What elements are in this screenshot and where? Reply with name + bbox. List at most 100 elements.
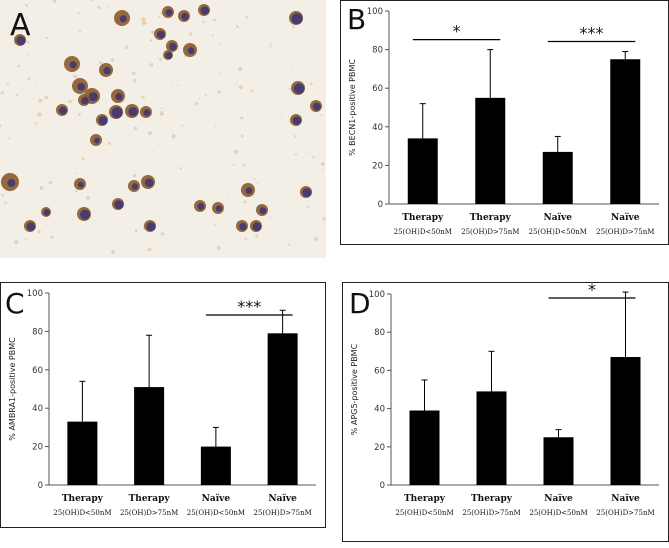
cell-nucleus [259, 207, 267, 215]
debris-particle [202, 21, 205, 24]
debris-particle [125, 45, 129, 50]
debris-particle [17, 64, 20, 68]
panel-letter-d: D [349, 287, 371, 320]
y-axis-label: % BECN1-positive PBMC [348, 59, 357, 156]
category-label: Therapy [404, 494, 446, 504]
category-label: Naïve [544, 212, 573, 223]
debris-particle [269, 44, 272, 48]
debris-particle [287, 243, 291, 246]
debris-particle [50, 235, 54, 240]
debris-particle [111, 250, 115, 255]
cell-nucleus [187, 47, 195, 55]
cell-nucleus [181, 12, 189, 21]
debris-particle [78, 30, 82, 33]
debris-particle [240, 134, 244, 138]
debris-particle [15, 93, 19, 97]
debris-particle [216, 245, 221, 250]
category-label: Naïve [611, 493, 640, 504]
debris-particle [26, 16, 28, 19]
debris-particle [1, 193, 5, 197]
debris-particle [221, 181, 223, 184]
debris-particle [147, 247, 152, 252]
debris-particle [245, 15, 249, 19]
y-tick-label: 60 [374, 366, 385, 376]
debris-particle [198, 98, 200, 100]
cell-nucleus [77, 82, 86, 91]
debris-particle [320, 161, 325, 166]
subcategory-label: 25(OH)D>75nM [596, 509, 654, 517]
category-label: Naïve [268, 493, 297, 504]
cell-nucleus [93, 137, 100, 144]
subcategory-label: 25(OH)D<50nM [395, 509, 453, 517]
bar [67, 421, 98, 485]
cell-nucleus [239, 222, 247, 231]
category-label: Therapy [402, 213, 444, 223]
debris-particle [236, 25, 239, 28]
y-tick-label: 20 [372, 161, 383, 171]
y-tick-label: 40 [374, 405, 385, 415]
cell-nucleus [144, 178, 154, 188]
cell-nucleus [77, 181, 84, 188]
debris-particle [141, 95, 145, 99]
cell-nucleus [200, 6, 210, 15]
cell-nucleus [26, 222, 36, 231]
debris-particle [269, 216, 272, 219]
debris-particle [14, 240, 19, 245]
debris-particle [250, 89, 254, 92]
cell-nucleus [81, 96, 89, 105]
debris-particle [35, 83, 38, 86]
cell-nucleus [245, 187, 253, 195]
debris-particle [43, 41, 46, 44]
cell-nucleus [215, 205, 223, 212]
debris-particle [227, 196, 230, 199]
y-tick-label: 60 [32, 366, 43, 376]
debris-particle [217, 90, 221, 94]
debris-particle [25, 3, 29, 7]
debris-particle [91, 0, 94, 2]
panel-b-chart: B 0 20 40 60 80 100 % BECN1-positive PBMC Therap… [340, 0, 669, 245]
debris-particle [37, 230, 41, 234]
cell-nucleus [197, 203, 205, 211]
cell-nucleus [114, 200, 124, 210]
micrograph-image [0, 0, 326, 255]
subcategory-label: 25(OH)D>75nM [461, 228, 519, 236]
cell-nucleus [143, 109, 151, 117]
cell-nucleus [119, 15, 127, 23]
debris-particle [133, 126, 138, 131]
cell-nucleus [43, 209, 51, 216]
debris-particle [86, 195, 91, 200]
debris-particle [171, 134, 176, 139]
debris-particle [75, 172, 78, 175]
debris-particle [253, 177, 256, 180]
debris-particle [310, 82, 313, 86]
debris-particle [6, 82, 10, 85]
panel-b-svg: B 0 20 40 60 80 100 % BECN1-positive PBMC Therap… [347, 3, 659, 236]
debris-particle [160, 112, 164, 116]
debris-particle [107, 142, 111, 146]
panel-c-chart: C 0 20 40 60 80 100 % AMBRA1-positive PBMC Thera… [0, 282, 326, 528]
debris-particle [45, 36, 49, 40]
y-tick-label: 0 [38, 481, 43, 491]
debris-particle [194, 101, 199, 106]
debris-particle [256, 181, 259, 184]
bar [134, 387, 165, 485]
debris-particle [204, 94, 207, 97]
debris-particle [322, 169, 324, 171]
debris-particle [232, 163, 235, 166]
subcategory-label: 25(OH)D<50nM [394, 228, 452, 236]
bar [409, 410, 440, 485]
debris-particle [158, 15, 161, 18]
debris-particle [214, 126, 217, 128]
debris-particle [159, 143, 161, 146]
debris-particle [151, 30, 155, 35]
cell-nucleus [58, 106, 67, 115]
debris-particle [235, 81, 237, 84]
debris-particle [149, 62, 154, 67]
debris-particle [78, 11, 81, 15]
debris-particle [0, 159, 2, 161]
category-label: Therapy [471, 494, 513, 504]
cell-nucleus [80, 209, 91, 220]
debris-particle [147, 131, 153, 136]
debris-particle [294, 153, 298, 156]
debris-particle [100, 158, 102, 160]
